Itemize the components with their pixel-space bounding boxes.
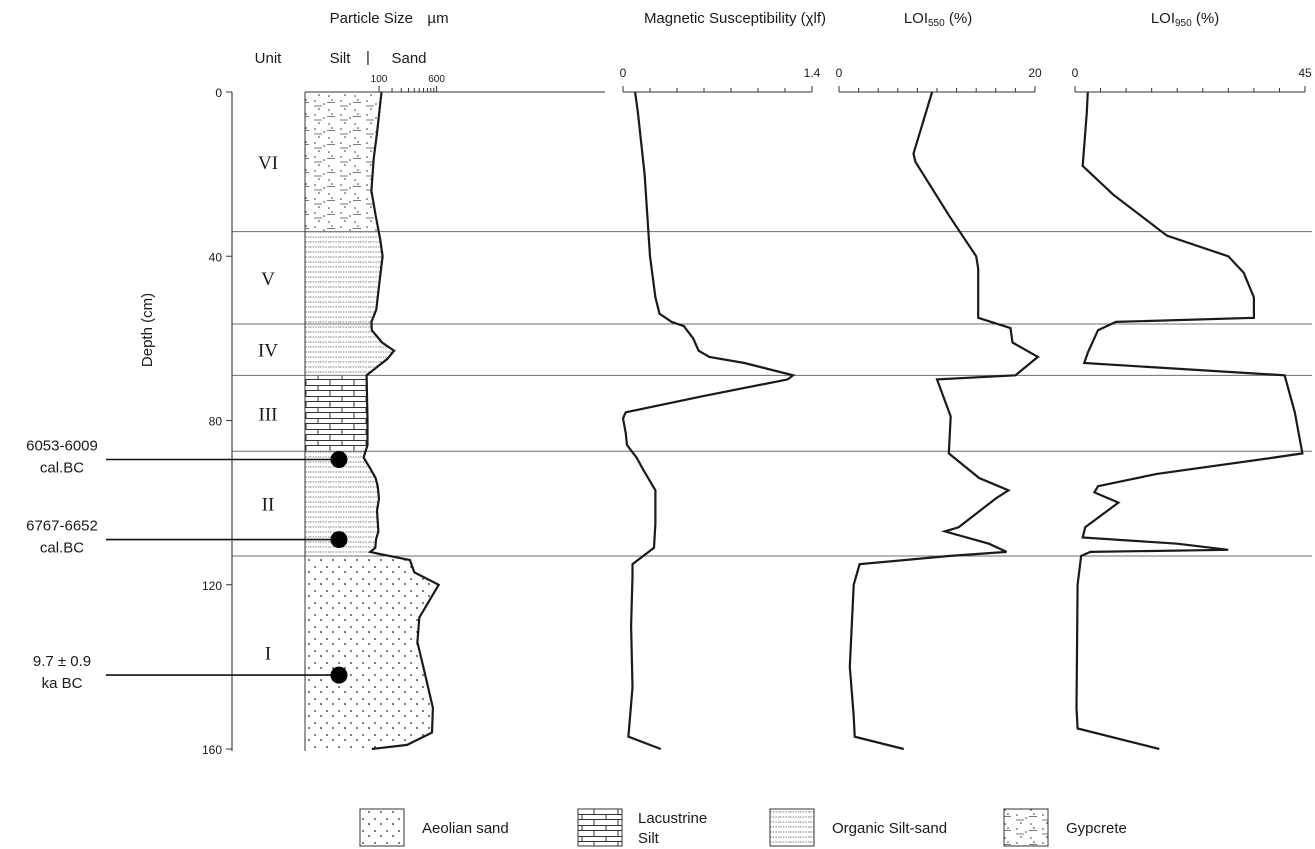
date-label-line2: ka BC xyxy=(42,675,83,692)
date-label-line1: 9.7 ± 0.9 xyxy=(33,653,91,670)
legend-swatch-organic xyxy=(769,808,815,847)
legend-swatch-aeolian xyxy=(359,808,405,847)
depth-tick-label: 40 xyxy=(209,250,223,264)
depth-tick-label: 160 xyxy=(202,743,222,757)
date-label-line1: 6053-6009 xyxy=(26,438,98,455)
depth-tick-label: 120 xyxy=(202,579,222,593)
tick-label-ms: 0 xyxy=(620,66,627,80)
tick-label-ps: 600 xyxy=(428,74,445,85)
date-label-line2: cal.BC xyxy=(40,540,84,557)
legend-swatch-lacustrine xyxy=(577,808,623,847)
lithology-fill-unit-VI xyxy=(305,92,382,232)
tick-label-loi950: 45 xyxy=(1298,66,1312,80)
unit-label-I: I xyxy=(265,644,271,665)
unit-column-header: Unit xyxy=(255,50,283,67)
depth-tick-label: 80 xyxy=(209,415,223,429)
tick-label-loi550: 20 xyxy=(1028,66,1042,80)
lithology-column xyxy=(305,92,439,749)
depth-axis-label: Depth (cm) xyxy=(139,293,156,367)
series-line-ps xyxy=(362,91,441,751)
series-line-loi550 xyxy=(848,91,1040,751)
series-line-loi950 xyxy=(1075,91,1304,751)
legend-swatch-gypcrete xyxy=(1003,808,1049,847)
depth-tick-label: 0 xyxy=(215,86,222,100)
lithology-fill-unit-III xyxy=(305,375,368,452)
legend-label: Gypcrete xyxy=(1066,820,1127,837)
panel-title-particle-size: Particle Size xyxy=(330,10,413,27)
legend-item-organic: Organic Silt-sand xyxy=(769,808,947,847)
date-sample-marker xyxy=(330,531,348,549)
date-label-line1: 6767-6652 xyxy=(26,518,98,535)
legend-item-lacustrine: Lacustrine Silt xyxy=(577,808,707,847)
tick-label-ps: 100 xyxy=(371,74,388,85)
lithology-fill-unit-V xyxy=(305,231,383,325)
lithology-fill-unit-IV xyxy=(305,324,395,376)
tick-label-ms: 1.4 xyxy=(804,66,821,80)
lithology-fill-unit-I xyxy=(305,556,439,749)
tick-label-loi950: 0 xyxy=(1072,66,1079,80)
unit-label-VI: VI xyxy=(258,153,278,174)
legend-item-aeolian: Aeolian sand xyxy=(359,808,509,847)
legend-label: Aeolian sand xyxy=(422,820,509,837)
legend-label-line2: Silt xyxy=(638,830,660,847)
unit-label-III: III xyxy=(259,404,278,425)
panel-title-ms: Magnetic Susceptibility (χlf) xyxy=(644,10,826,27)
legend-item-gypcrete: Gypcrete xyxy=(1003,808,1127,847)
series-line-ms xyxy=(621,91,796,751)
legend-label-line1: Lacustrine xyxy=(638,810,707,827)
subheader-silt: Silt xyxy=(330,50,352,67)
subheader-sand: Sand xyxy=(391,50,426,67)
panel-title-loi550: LOI550 (%) xyxy=(904,10,972,29)
panel-unit-particle-size: µm xyxy=(427,10,448,27)
tick-label-loi550: 0 xyxy=(836,66,843,80)
unit-label-V: V xyxy=(261,269,275,290)
date-sample-marker xyxy=(330,666,348,684)
subheader-separator: | xyxy=(366,49,370,66)
lithology-fill-unit-II xyxy=(305,451,394,557)
legend-label: Organic Silt-sand xyxy=(832,820,947,837)
date-label-line2: cal.BC xyxy=(40,460,84,477)
panel-title-loi950: LOI950 (%) xyxy=(1151,10,1219,29)
date-sample-marker xyxy=(330,451,348,469)
unit-label-IV: IV xyxy=(258,341,278,362)
unit-label-II: II xyxy=(262,495,275,516)
